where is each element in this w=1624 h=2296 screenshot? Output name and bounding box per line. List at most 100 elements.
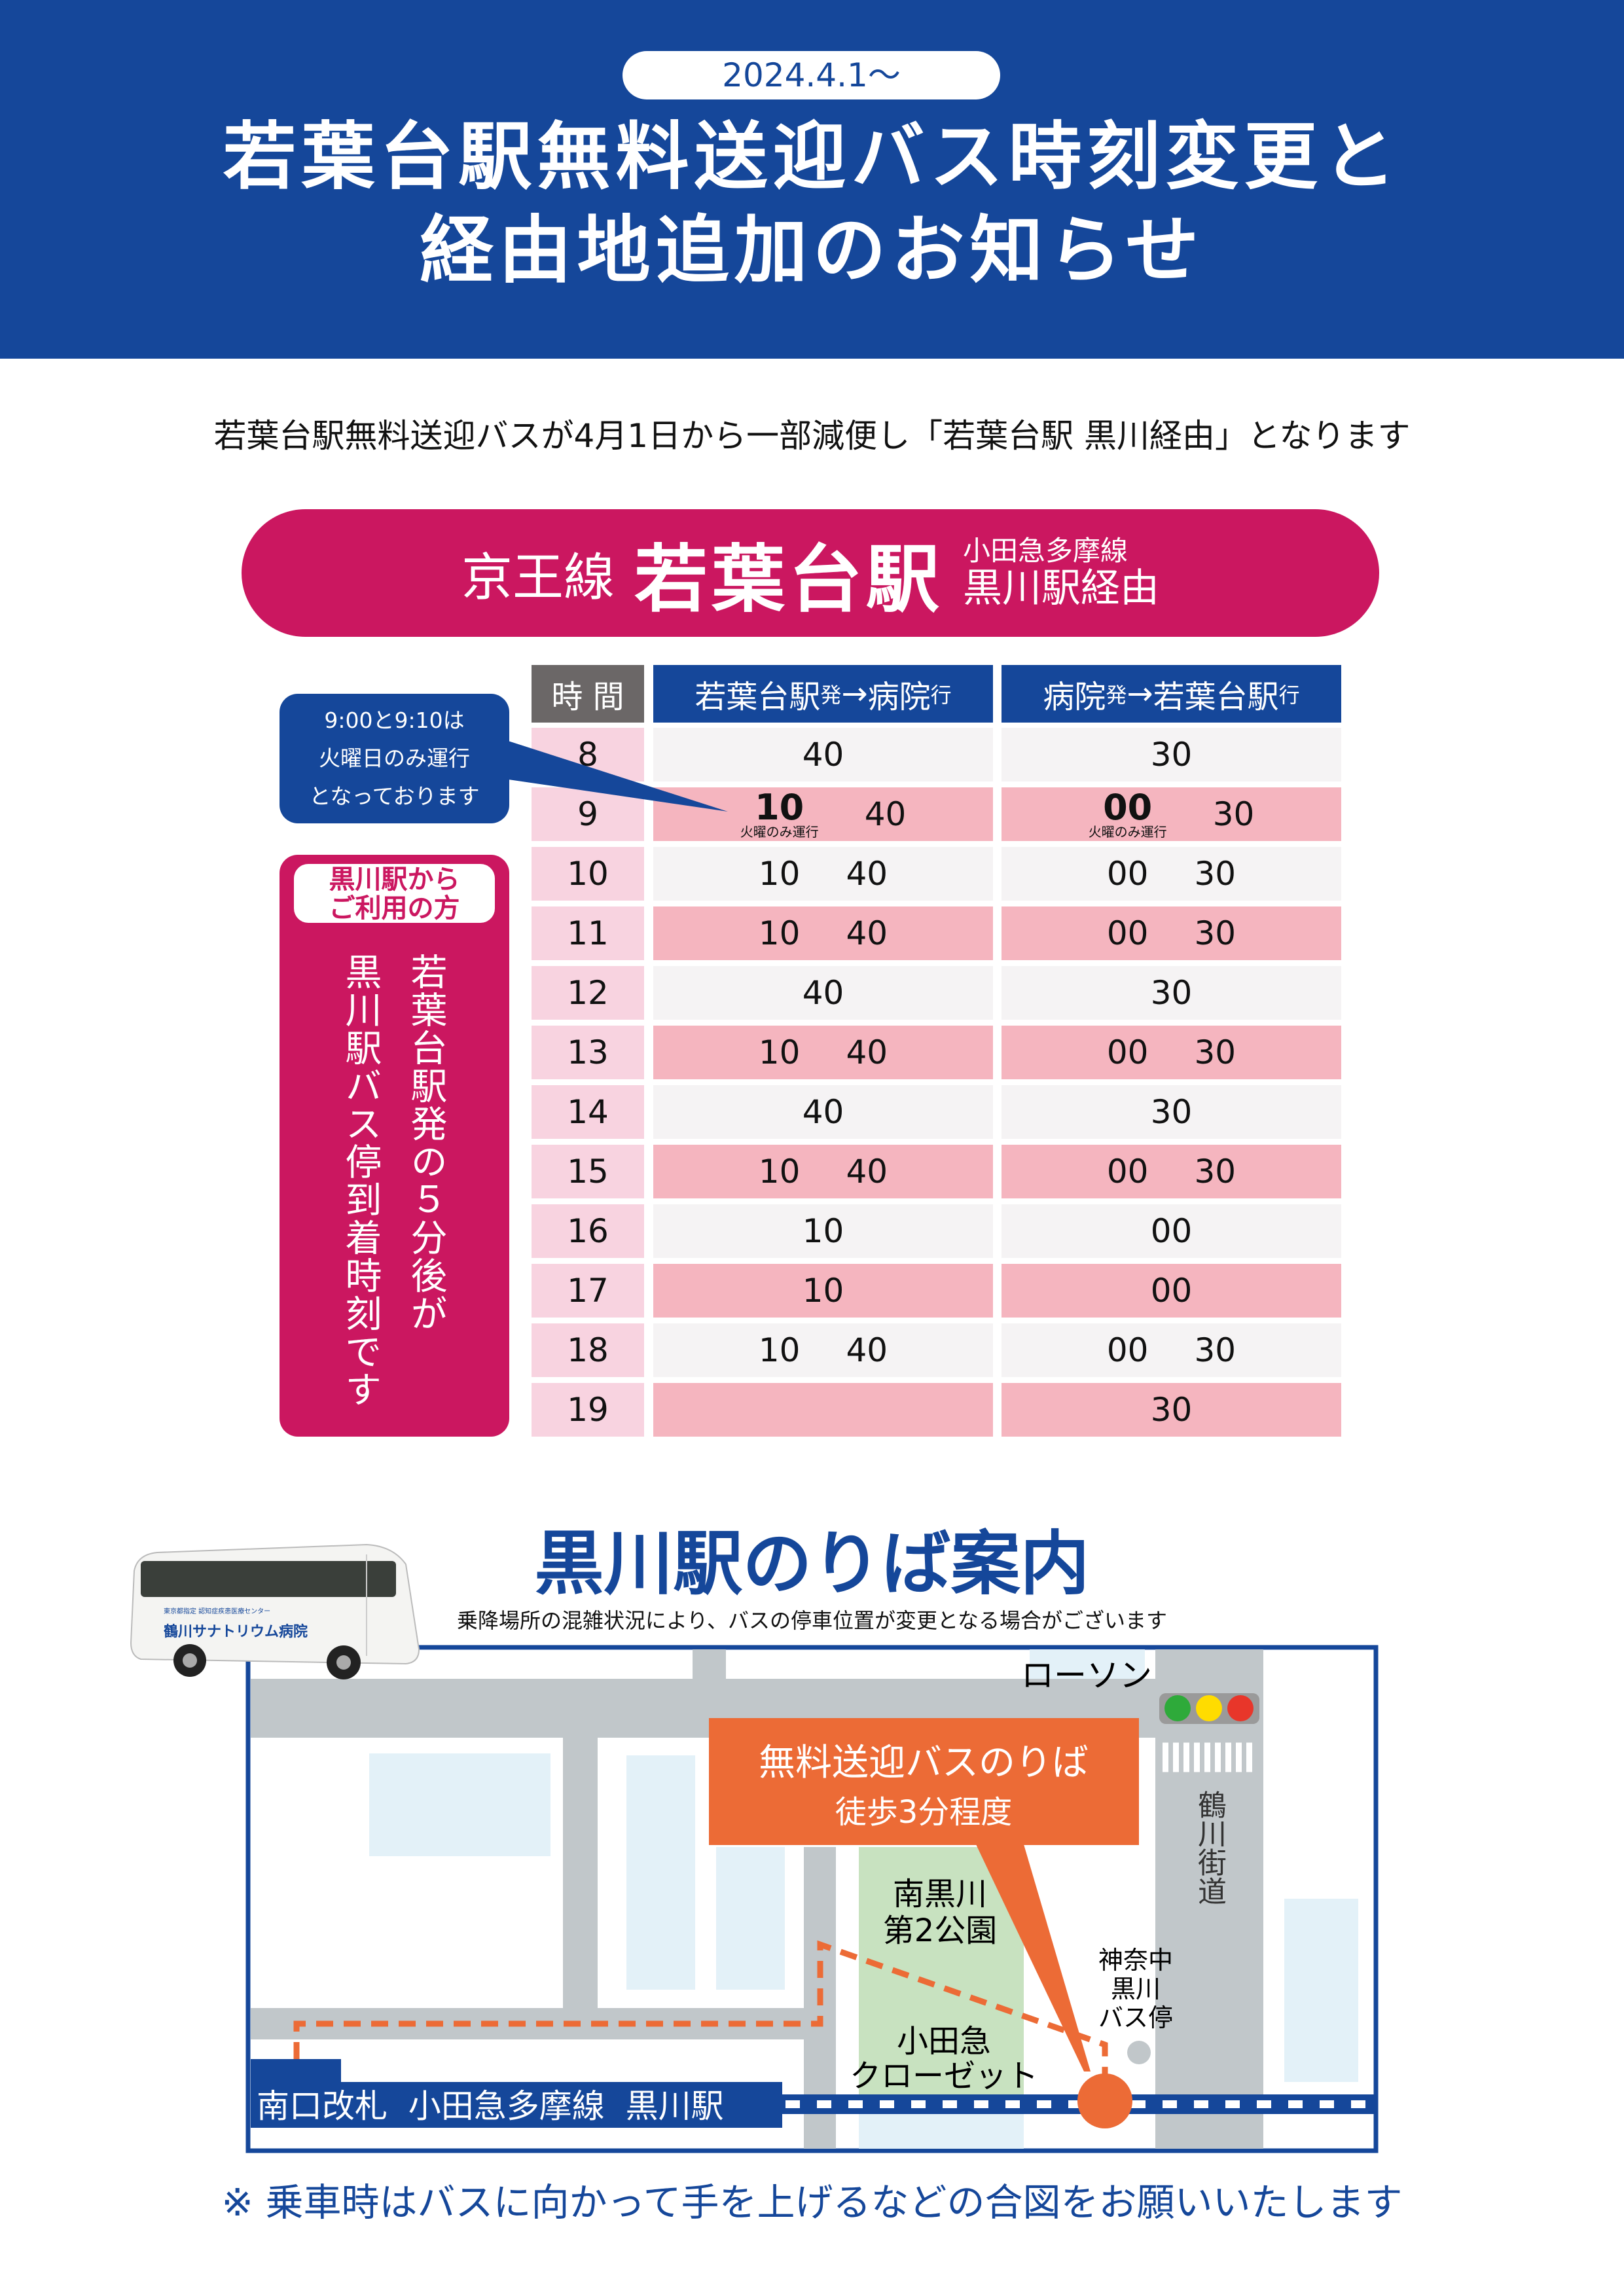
inbound-times: 30 (1001, 966, 1341, 1020)
heading-line: 黒川駅から (329, 865, 460, 895)
page-title-line2: 経由地追加のお知らせ (420, 208, 1204, 293)
header-in-dep: 発 (1106, 683, 1127, 708)
departure-minute: 30 (1150, 974, 1193, 1012)
departure-minute: 10 (758, 855, 801, 893)
outbound-times: 40 (653, 966, 993, 1020)
page-title-line1: 若葉台駅無料送迎バス時刻変更と (223, 115, 1401, 200)
departure-minute: 40 (846, 1033, 888, 1071)
departure-minute: 10 (802, 1212, 844, 1250)
traffic-light-icon (1159, 1693, 1259, 1724)
header-outbound: 若葉台駅発 → 病院行 (653, 665, 993, 723)
inbound-times: 30 (1001, 1383, 1341, 1437)
inbound-times: 30 (1001, 1085, 1341, 1139)
departure-minute: 30 (1194, 855, 1236, 893)
station-gate (251, 2059, 341, 2083)
outbound-times: 10 40 (653, 1026, 993, 1079)
departure-minute: 40 (846, 855, 888, 893)
bus-stop-marker (1127, 2041, 1151, 2064)
departure-minute: 40 (846, 1331, 888, 1369)
outbound-times: 10 (653, 1264, 993, 1318)
outbound-times: 10 40 (653, 1145, 993, 1198)
tuesday-callout: 9:00と9:10は 火曜日のみ運行 となっております (280, 694, 509, 823)
departure-minute: 10 (758, 914, 801, 952)
hour-cell: 13 (532, 1026, 644, 1079)
outbound-times: 10 40 (653, 847, 993, 901)
inbound-times: 00 30 (1001, 1323, 1341, 1377)
effective-date: 2024.4.1〜 (623, 51, 1000, 99)
departure-minute: 10 (758, 1331, 801, 1369)
hour-cell: 10 (532, 847, 644, 901)
outbound-times (653, 1383, 993, 1437)
hour-cell: 18 (532, 1323, 644, 1377)
outbound-times: 40 (653, 728, 993, 781)
kurokawa-heading: 黒川駅から ご利用の方 (294, 864, 495, 923)
lawson-label: ローソン (1021, 1657, 1152, 1695)
heading-line: ご利用の方 (329, 893, 460, 924)
hour-cell: 16 (532, 1204, 644, 1258)
header-inbound: 病院発 → 若葉台駅行 (1001, 665, 1341, 723)
inbound-times: 00 30 (1001, 1145, 1341, 1198)
header-out-arr: 行 (930, 683, 952, 708)
walking-route (293, 1940, 1108, 2098)
arrow-icon: → (1127, 675, 1153, 712)
hour-cell: 11 (532, 906, 644, 960)
departure-minute: 30 (1194, 1033, 1236, 1071)
busstop-label: バス停 (1098, 2003, 1173, 2032)
walk-time-label: 徒歩3分程度 (835, 1794, 1013, 1831)
departure-minute: 30 (1150, 736, 1193, 774)
hour-cell: 14 (532, 1085, 644, 1139)
via-info: 小田急多摩線 黒川駅経由 (963, 535, 1159, 611)
via-station: 黒川駅経由 (963, 565, 1159, 611)
via-line: 小田急多摩線 (963, 535, 1128, 567)
outbound-times: 10 40 (653, 906, 993, 960)
inbound-times: 00 30 (1001, 847, 1341, 901)
kurokawa-text-col2: 黒川駅バス停到着時刻です (339, 953, 382, 1408)
tuesday-note: 火曜のみ運行 (1088, 824, 1167, 840)
departure-minute: 30 (1194, 1153, 1236, 1191)
inbound-times: 30 (1001, 728, 1341, 781)
map-note: 乗降場所の混雑状況により、バスの停車位置が変更となる場合がございます (456, 1608, 1168, 1633)
hour-cell: 17 (532, 1264, 644, 1318)
departure-minute: 10 (758, 1033, 801, 1071)
outbound-times: 10 火曜のみ運行 40 (653, 787, 993, 841)
outbound-times: 10 40 (653, 1323, 993, 1377)
station-name: 若葉台駅 (634, 537, 943, 622)
departure-minute: 00 (1106, 855, 1149, 893)
bus-sign: 鶴川サナトリウム病院 (164, 1623, 308, 1640)
departure-minute: 30 (1150, 1391, 1193, 1429)
departure-minute: 10 火曜のみ運行 (740, 790, 819, 839)
park-label: 第2公園 (883, 1912, 998, 1949)
kurokawa-text-col1: 若葉台駅発の５分後が (405, 953, 447, 1333)
departure-minute: 40 (802, 1093, 844, 1131)
bus-sign-small: 東京都指定 認知症疾患医療センター (164, 1607, 270, 1615)
header-out-dep: 発 (820, 683, 842, 708)
departure-minute: 40 (802, 736, 844, 774)
inbound-times: 00 30 (1001, 1026, 1341, 1079)
callout-line: 火曜日のみ運行 (319, 745, 470, 771)
departure-minute: 00 (1106, 1331, 1149, 1369)
tuesday-minute: 00 (1103, 787, 1153, 828)
bus-stop-label: 無料送迎バスのりば (759, 1742, 1089, 1784)
outbound-times: 40 (653, 1085, 993, 1139)
line-name: 京王線 (461, 548, 615, 607)
departure-minute: 00 (1150, 1212, 1193, 1250)
bus-stop-box (709, 1718, 1139, 1845)
inbound-times: 00 30 (1001, 906, 1341, 960)
footer-note: ※ 乗車時はバスに向かって手を上げるなどの合図をお願いいたします (221, 2180, 1403, 2225)
departure-minute: 40 (846, 1153, 888, 1191)
departure-minute: 00 (1106, 1153, 1149, 1191)
store-label: クローゼット (850, 2058, 1038, 2094)
road-label: 鶴川街道 (1193, 1790, 1226, 1905)
park (859, 1847, 1024, 2111)
callout-line: 9:00と9:10は (324, 708, 465, 733)
header-in-to: 若葉台駅 (1153, 679, 1279, 715)
lead-text: 若葉台駅無料送迎バスが4月1日から一部減便し「若葉台駅 黒川経由」となります (213, 417, 1411, 455)
hour-cell: 19 (532, 1383, 644, 1437)
departure-minute: 40 (846, 914, 888, 952)
header-hour: 時 間 (532, 665, 644, 723)
arrow-icon: → (841, 675, 868, 712)
park-label: 南黒川 (893, 1876, 987, 1912)
kurokawa-info-box: 黒川駅から ご利用の方 若葉台駅発の５分後が 黒川駅バス停到着時刻です (280, 855, 509, 1437)
callout-pointer (504, 740, 728, 812)
busstop-label: 神奈中 (1098, 1946, 1173, 1975)
